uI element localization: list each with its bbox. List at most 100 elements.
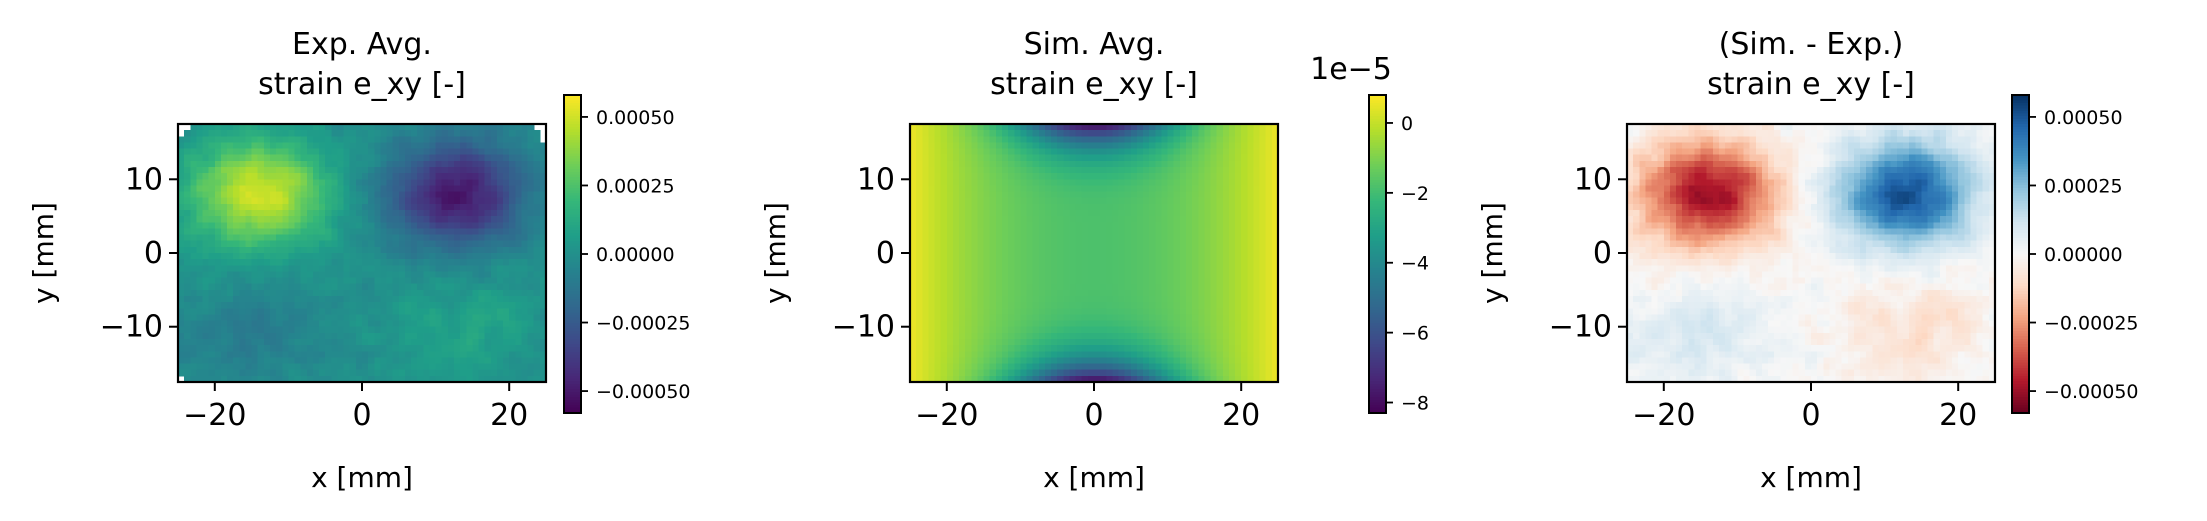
heatmap-cell [1118,179,1126,187]
heatmap-cell [946,160,954,168]
heatmap-cell [1216,271,1224,279]
heatmap-cell [411,363,418,371]
heatmap-cell [928,124,936,131]
heatmap-cell [1149,154,1156,162]
heatmap-cell [270,296,277,303]
heatmap-cell [208,154,216,162]
heatmap-cell [1075,277,1083,285]
heatmap-cell [1204,351,1212,359]
heatmap-cell [208,234,216,242]
heatmap-cell [1100,357,1107,365]
heatmap-cell [1247,179,1255,187]
heatmap-cell [472,142,480,150]
heatmap-cell [1038,357,1046,365]
heatmap-cell [1057,222,1064,230]
heatmap-cell [1051,185,1058,193]
heatmap-cell [417,339,424,346]
heatmap-cell [484,289,492,297]
heatmap-cell [1167,296,1175,303]
heatmap-cell [977,167,985,174]
heatmap-cell [928,173,936,180]
heatmap-cell [202,283,210,291]
heatmap-cell [952,320,960,328]
heatmap-cell [190,320,197,328]
heatmap-cell [1063,351,1071,359]
heatmap-cell [227,296,234,303]
heatmap-cell [1143,302,1150,309]
heatmap-cell [1081,320,1089,328]
heatmap-cell [319,210,326,217]
heatmap-cell [1149,124,1156,131]
heatmap-cell [515,357,523,365]
heatmap-cell [1179,167,1187,174]
heatmap-cell [1063,234,1071,242]
heatmap-cell [515,222,523,230]
heatmap-cell [965,320,972,328]
heatmap-cell [1063,357,1071,365]
heatmap-cell [441,345,449,352]
heatmap-cell [435,326,443,334]
heatmap-cell [208,296,216,303]
heatmap-cell [190,167,197,174]
heatmap-cell [478,253,486,260]
heatmap-cell [1014,253,1021,260]
heatmap-cell [331,222,339,230]
heatmap-cell [227,203,234,211]
heatmap-cell [466,173,473,180]
heatmap-cell [178,326,185,334]
heatmap-cell [1020,191,1028,199]
colorbar-band [564,126,581,131]
heatmap-cell [1204,136,1212,144]
heatmap-cell [355,167,363,174]
heatmap-cell [977,351,985,359]
heatmap-cell [1100,167,1107,174]
heatmap-cell [368,148,375,156]
heatmap-cell [214,167,222,174]
heatmap-cell [245,185,253,193]
heatmap-cell [965,203,972,211]
heatmap-cell [423,351,431,359]
heatmap-cell [521,124,529,131]
heatmap-cell [521,283,529,291]
heatmap-cell [1020,351,1028,359]
heatmap-cell [423,130,431,137]
heatmap-cell [1161,253,1169,260]
heatmap-cell [1167,136,1175,144]
heatmap-cell [435,314,443,322]
heatmap-cell [1167,154,1175,162]
heatmap-cell [208,326,216,334]
heatmap-cell [417,142,424,150]
heatmap-cell [245,136,253,144]
heatmap-cell [435,289,443,297]
heatmap-cell [196,314,204,322]
heatmap-cell [239,191,247,199]
heatmap-cell [1136,154,1144,162]
heatmap-cell [1167,216,1175,223]
heatmap-cell [196,222,204,230]
heatmap-cell [1222,259,1230,266]
heatmap-cell [282,283,289,291]
y-axis-label: y [mm] [27,202,60,304]
heatmap-cell [1216,363,1224,371]
heatmap-cell [417,314,424,322]
heatmap-cell [515,277,523,285]
heatmap-cell [995,246,1003,254]
heatmap-cell [368,210,375,217]
heatmap-cell [1204,179,1212,187]
heatmap-cell [1173,289,1181,297]
heatmap-cell [1008,203,1015,211]
heatmap-cell [1235,332,1242,340]
heatmap-cell [343,154,351,162]
heatmap-cell [1124,369,1132,377]
heatmap-cell [521,277,529,285]
heatmap-cell [202,320,210,328]
heatmap-cell [331,191,339,199]
heatmap-cell [965,234,972,242]
heatmap-cell [263,332,271,340]
heatmap-cell [184,210,191,217]
heatmap-cell [1216,130,1224,137]
heatmap-cell [539,167,547,174]
heatmap-cell [1002,130,1009,137]
heatmap-cell [294,179,302,187]
